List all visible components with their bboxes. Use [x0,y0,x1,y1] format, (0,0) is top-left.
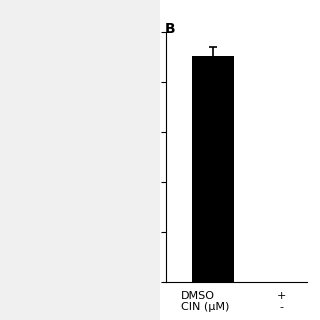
Y-axis label: Percentage of living cells (%): Percentage of living cells (%) [120,76,130,238]
Text: +: + [277,291,286,301]
Text: -: - [280,302,284,312]
Text: B: B [165,22,175,36]
Bar [192,56,235,282]
Text: CIN (μM): CIN (μM) [181,302,229,312]
Text: DMSO: DMSO [181,291,215,301]
